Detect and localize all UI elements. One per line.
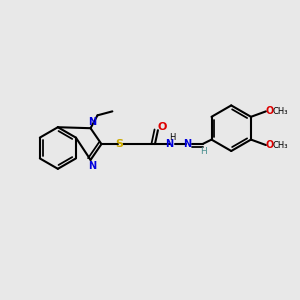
Text: H: H <box>169 133 176 142</box>
Text: O: O <box>266 106 274 116</box>
Text: N: N <box>184 139 192 149</box>
Text: CH₃: CH₃ <box>272 107 287 116</box>
Text: N: N <box>165 139 173 149</box>
Text: CH₃: CH₃ <box>272 140 287 149</box>
Text: S: S <box>115 139 123 149</box>
Text: O: O <box>157 122 167 132</box>
Text: N: N <box>88 161 97 171</box>
Text: O: O <box>266 140 274 150</box>
Text: N: N <box>88 117 97 127</box>
Text: H: H <box>200 148 207 157</box>
